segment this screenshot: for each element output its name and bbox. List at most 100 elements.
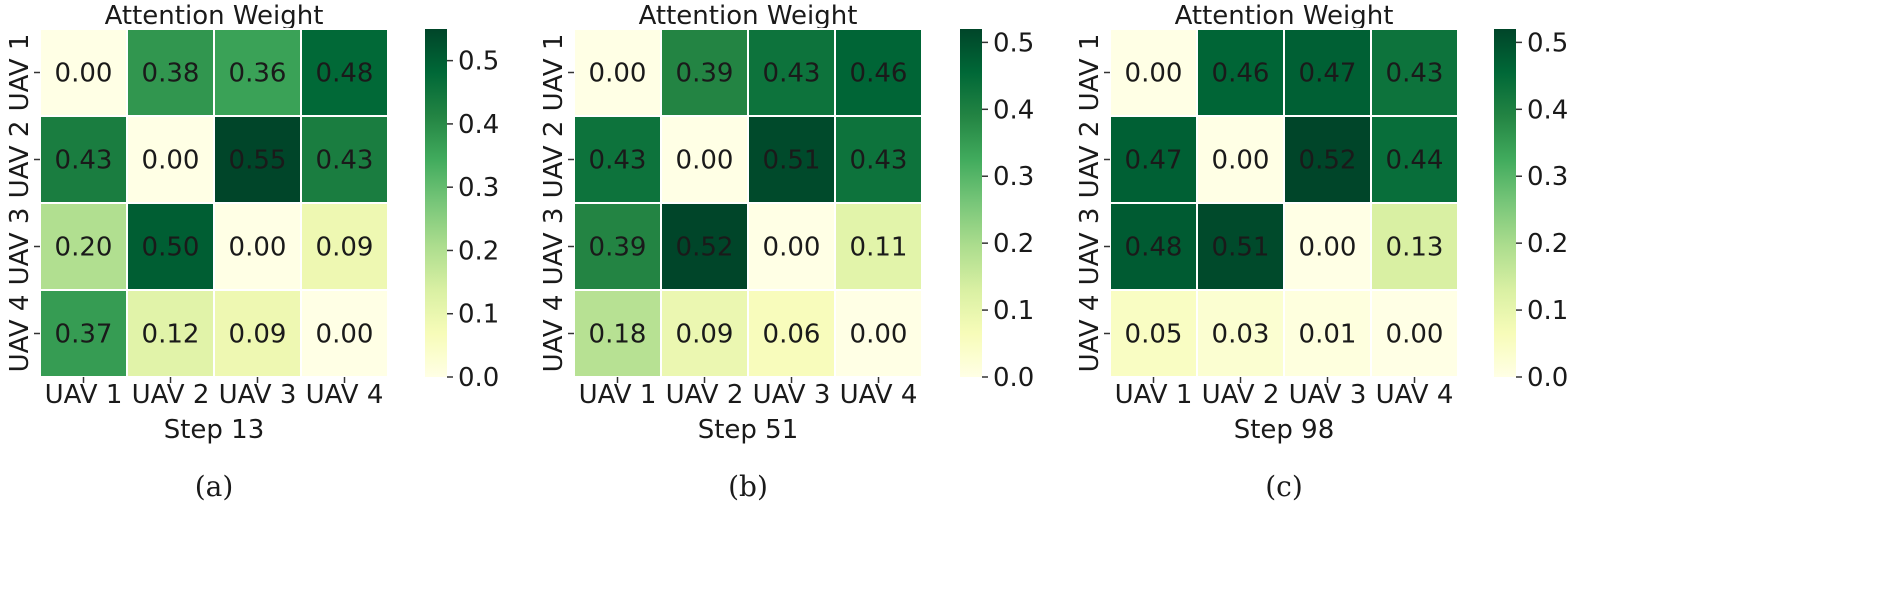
panel-caption: (b) [728, 470, 768, 503]
colorbar-tick-label: 0.2 [1527, 229, 1568, 259]
y-tick-label: UAV 2 [5, 121, 35, 199]
x-tick-label: UAV 1 [45, 380, 123, 410]
cell-value-label: 0.00 [55, 59, 113, 89]
heatmap-cell [834, 115, 923, 204]
heatmap-cell [126, 289, 215, 378]
colorbar [960, 29, 982, 377]
cell-value-label: 0.12 [142, 320, 200, 350]
heatmap-cell [747, 115, 836, 204]
cell-value-label: 0.48 [1125, 233, 1183, 263]
cell-value-label: 0.39 [676, 59, 734, 89]
x-tick-label: UAV 2 [1202, 380, 1280, 410]
colorbar-tick-label: 0.5 [1527, 28, 1568, 58]
heatmap-cell [1196, 115, 1285, 204]
heatmap-cell [126, 202, 215, 291]
x-axis-label: Step 13 [164, 415, 265, 445]
heatmap-cell [300, 115, 389, 204]
cell-value-label: 0.52 [1299, 146, 1357, 176]
colorbar-tick-label: 0.4 [458, 110, 499, 140]
cell-value-label: 0.00 [1212, 146, 1270, 176]
x-tick-label: UAV 4 [306, 380, 384, 410]
x-tick-label: UAV 4 [1376, 380, 1454, 410]
heatmap-cell [1283, 289, 1372, 378]
cell-value-label: 0.00 [229, 233, 287, 263]
cell-value-label: 0.01 [1299, 320, 1357, 350]
chart-title: Attention Weight [105, 1, 324, 31]
heatmap-cell [300, 28, 389, 117]
heatmap-cell [834, 202, 923, 291]
cell-value-label: 0.46 [850, 59, 908, 89]
cell-value-label: 0.48 [316, 59, 374, 89]
cell-value-label: 0.44 [1386, 146, 1444, 176]
x-axis-label: Step 51 [698, 415, 799, 445]
colorbar-tick-label: 0.0 [1527, 363, 1568, 393]
cell-value-label: 0.43 [1386, 59, 1444, 89]
y-tick-label: UAV 4 [5, 295, 35, 373]
cell-value-label: 0.00 [850, 320, 908, 350]
cell-value-label: 0.03 [1212, 320, 1270, 350]
cell-value-label: 0.00 [1299, 233, 1357, 263]
heatmap-cell [1109, 289, 1198, 378]
cell-value-label: 0.47 [1125, 146, 1183, 176]
cell-value-label: 0.52 [676, 233, 734, 263]
colorbar-tick-label: 0.5 [458, 47, 499, 77]
heatmap-cell [1370, 289, 1459, 378]
cell-value-label: 0.43 [850, 146, 908, 176]
cell-value-label: 0.00 [589, 59, 647, 89]
heatmap-cell [126, 115, 215, 204]
heatmap-cell [1196, 202, 1285, 291]
x-tick-label: UAV 4 [840, 380, 918, 410]
colorbar [1494, 29, 1516, 377]
y-tick-label: UAV 4 [539, 295, 569, 373]
cell-value-label: 0.00 [676, 146, 734, 176]
colorbar-tick-label: 0.0 [993, 363, 1034, 393]
cell-value-label: 0.43 [55, 146, 113, 176]
y-tick-label: UAV 4 [1075, 295, 1105, 373]
cell-value-label: 0.43 [316, 146, 374, 176]
heatmap-cell [660, 289, 749, 378]
cell-value-label: 0.00 [1386, 320, 1444, 350]
panel-caption: (c) [1265, 470, 1303, 503]
heatmap-cell [300, 289, 389, 378]
cell-value-label: 0.11 [850, 233, 908, 263]
heatmap-cell [573, 115, 662, 204]
chart-title: Attention Weight [639, 1, 858, 31]
colorbar-tick-label: 0.0 [458, 363, 499, 393]
cell-value-label: 0.51 [763, 146, 821, 176]
cell-value-label: 0.00 [142, 146, 200, 176]
cell-value-label: 0.36 [229, 59, 287, 89]
cell-value-label: 0.47 [1299, 59, 1357, 89]
colorbar-tick-label: 0.3 [458, 173, 499, 203]
cell-value-label: 0.50 [142, 233, 200, 263]
x-tick-label: UAV 1 [579, 380, 657, 410]
x-tick-label: UAV 3 [1289, 380, 1367, 410]
cell-value-label: 0.46 [1212, 59, 1270, 89]
x-axis-label: Step 98 [1234, 415, 1335, 445]
colorbar-tick-label: 0.1 [1527, 296, 1568, 326]
y-tick-label: UAV 2 [539, 121, 569, 199]
cell-value-label: 0.06 [763, 320, 821, 350]
colorbar-tick-label: 0.3 [993, 162, 1034, 192]
x-tick-label: UAV 2 [666, 380, 744, 410]
cell-value-label: 0.05 [1125, 320, 1183, 350]
colorbar-tick-label: 0.4 [1527, 95, 1568, 125]
colorbar-tick-label: 0.4 [993, 95, 1034, 125]
heatmap-cell [747, 202, 836, 291]
colorbar-tick-label: 0.1 [993, 296, 1034, 326]
cell-value-label: 0.13 [1386, 233, 1444, 263]
x-tick-label: UAV 1 [1115, 380, 1193, 410]
cell-value-label: 0.09 [676, 320, 734, 350]
heatmap-cell [747, 289, 836, 378]
heatmap-cell [1370, 28, 1459, 117]
y-tick-label: UAV 2 [1075, 121, 1105, 199]
y-tick-label: UAV 3 [1075, 208, 1105, 286]
y-tick-label: UAV 1 [539, 34, 569, 112]
cell-value-label: 0.09 [229, 320, 287, 350]
cell-value-label: 0.00 [316, 320, 374, 350]
heatmap-cell [1283, 28, 1372, 117]
colorbar-tick-label: 0.3 [1527, 162, 1568, 192]
y-tick-label: UAV 3 [539, 208, 569, 286]
heatmap-cell [1196, 28, 1285, 117]
